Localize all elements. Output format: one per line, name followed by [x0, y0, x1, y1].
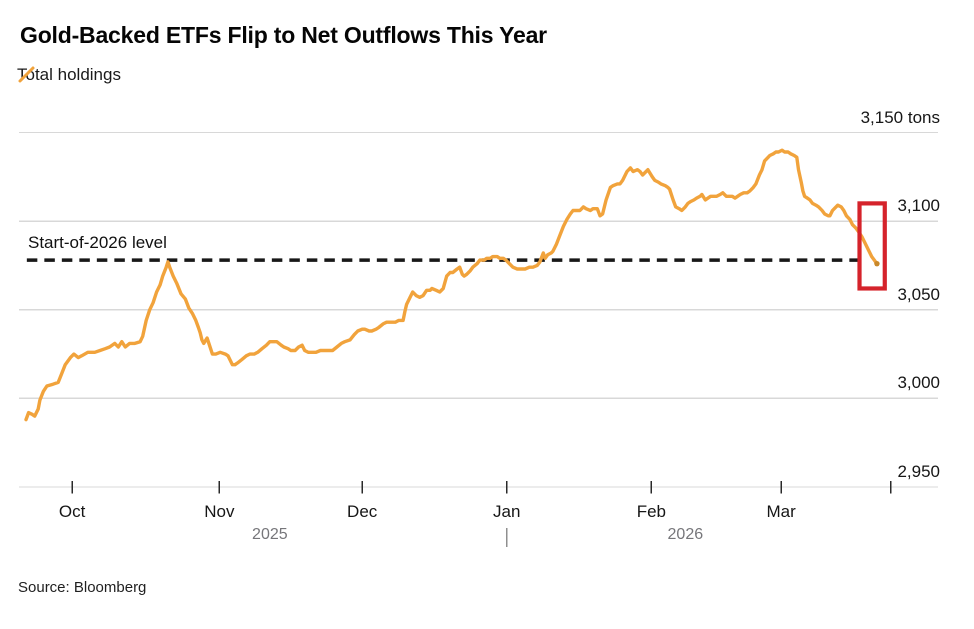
- y-axis-tick-label: 3,050: [897, 284, 940, 304]
- page-title: Gold-Backed ETFs Flip to Net Outflows Th…: [20, 22, 547, 48]
- x-axis-tick-label: Oct: [58, 502, 86, 521]
- y-axis-tick-label: 3,100: [897, 196, 940, 216]
- highlight-box: [857, 201, 887, 291]
- x-axis-tick-label: Feb: [636, 502, 666, 521]
- y-axis-tick-label: 3,000: [897, 373, 940, 393]
- legend-label: Total holdings: [17, 65, 121, 84]
- y-axis-tick-label: 2,950: [897, 462, 940, 481]
- legend: Total holdings: [17, 65, 121, 85]
- reference-line-label: Start-of-2026 level: [28, 233, 167, 252]
- source-credit: Source: Bloomberg: [18, 579, 147, 596]
- holdings-line: [24, 148, 879, 422]
- x-axis-tick-label: Jan: [493, 502, 521, 521]
- legend-line-marker-icon: [18, 66, 35, 83]
- y-axis-tick-label: 3,150 tons: [860, 107, 940, 127]
- year-label: 2026: [667, 526, 704, 543]
- x-axis-tick-label: Nov: [204, 502, 235, 521]
- year-label: 2025: [252, 526, 288, 543]
- x-axis-tick-label: Mar: [766, 502, 796, 521]
- line-end-dot: [874, 260, 880, 267]
- x-axis-tick-label: Dec: [347, 502, 378, 521]
